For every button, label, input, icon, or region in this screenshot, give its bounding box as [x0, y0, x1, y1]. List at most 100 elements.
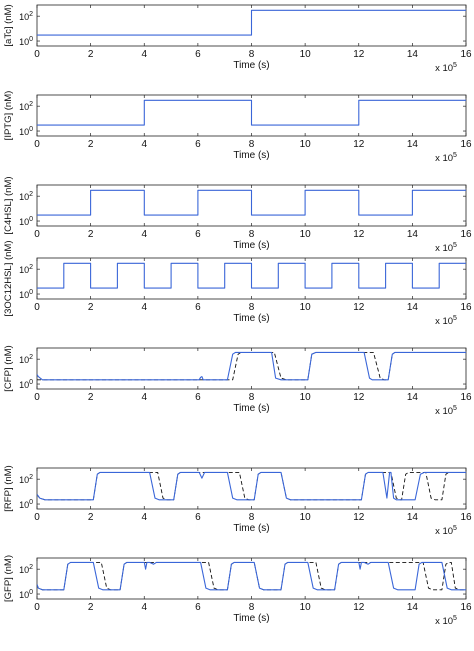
- x-tick-label: 2: [88, 229, 94, 240]
- x-tick-label: 10: [300, 602, 312, 613]
- x-multiplier-label: x 105: [435, 242, 457, 254]
- x-tick-label: 10: [300, 139, 312, 150]
- x-tick-label: 16: [460, 49, 472, 60]
- x-tick-label: 12: [353, 302, 365, 313]
- y-tick-label: 100: [19, 589, 33, 600]
- x-tick-label: 14: [407, 302, 419, 313]
- x-tick-label: 16: [460, 302, 472, 313]
- x-tick-label: 0: [34, 139, 40, 150]
- x-tick-label: 10: [300, 302, 312, 313]
- y-axis-label: [GFP] (nM): [3, 555, 14, 602]
- y-tick-label: 100: [19, 36, 33, 47]
- x-tick-label: 6: [195, 392, 201, 403]
- y-axis-label: [3OC12HSL] (nM): [3, 240, 14, 316]
- x-tick-label: 4: [141, 602, 147, 613]
- x-tick-label: 16: [460, 392, 472, 403]
- x-tick-label: 14: [407, 49, 419, 60]
- series-line-solid: [37, 189, 466, 216]
- panel-6: 0 2 4 6 8 10 12 14 16 100 102 [RFP] (nM) Time (s) x 1…: [3, 465, 472, 537]
- x-tick-label: 6: [195, 302, 201, 313]
- y-tick-label: 100: [19, 216, 33, 227]
- x-tick-label: 12: [353, 229, 365, 240]
- x-tick-label: 14: [407, 229, 419, 240]
- x-multiplier-label: x 105: [435, 615, 457, 627]
- x-tick-label: 0: [34, 302, 40, 313]
- x-tick-label: 2: [88, 49, 94, 60]
- y-tick-label: 102: [19, 191, 33, 202]
- x-multiplier-label: x 105: [435, 525, 457, 537]
- x-tick-label: 14: [407, 602, 419, 613]
- x-tick-label: 2: [88, 392, 94, 403]
- x-tick-label: 2: [88, 302, 94, 313]
- x-tick-label: 10: [300, 229, 312, 240]
- x-tick-label: 6: [195, 49, 201, 60]
- x-axis-label: Time (s): [233, 613, 269, 624]
- x-tick-label: 14: [407, 392, 419, 403]
- x-tick-label: 4: [141, 139, 147, 150]
- panel-3: 0 2 4 6 8 10 12 14 16 100 102 [C4HSL] (nM) Time (s) x…: [3, 176, 472, 254]
- y-axis-label: [C4HSL] (nM): [3, 176, 14, 234]
- x-tick-label: 0: [34, 229, 40, 240]
- panel-1: 0 2 4 6 8 10 12 14 16 100 102 [aTc] (nM) Time (s) x 1…: [3, 4, 472, 74]
- panel-7: 0 2 4 6 8 10 12 14 16 100 102 [GFP] (nM) Time (s) x 1…: [3, 555, 472, 627]
- x-tick-label: 8: [249, 302, 255, 313]
- x-tick-label: 12: [353, 392, 365, 403]
- x-tick-label: 12: [353, 602, 365, 613]
- x-tick-label: 12: [353, 139, 365, 150]
- x-tick-label: 4: [141, 302, 147, 313]
- y-axis-label: [RFP] (nM): [3, 465, 14, 511]
- x-tick-label: 12: [353, 49, 365, 60]
- y-tick-label: 102: [19, 264, 33, 275]
- series-line-solid: [37, 262, 466, 289]
- y-tick-label: 102: [19, 354, 33, 365]
- x-multiplier-label: x 105: [435, 315, 457, 327]
- y-tick-label: 102: [19, 11, 33, 22]
- panel-5: 0 2 4 6 8 10 12 14 16 100 102 [CFP] (nM) Time (s) x 1…: [3, 345, 472, 417]
- x-tick-label: 10: [300, 512, 312, 523]
- x-tick-label: 10: [300, 392, 312, 403]
- x-tick-label: 6: [195, 512, 201, 523]
- x-tick-label: 10: [300, 49, 312, 60]
- x-tick-label: 2: [88, 139, 94, 150]
- x-multiplier-label: x 105: [435, 62, 457, 74]
- y-axis-label: [IPTG] (nM): [3, 91, 14, 141]
- x-multiplier-label: x 105: [435, 405, 457, 417]
- x-tick-label: 0: [34, 602, 40, 613]
- series-line-solid: [37, 471, 466, 501]
- x-tick-label: 4: [141, 392, 147, 403]
- x-tick-label: 2: [88, 602, 94, 613]
- x-axis-label: Time (s): [233, 240, 269, 251]
- x-tick-label: 8: [249, 392, 255, 403]
- x-tick-label: 16: [460, 602, 472, 613]
- panel-2: 0 2 4 6 8 10 12 14 16 100 102 [IPTG] (nM) Time (s) x …: [3, 91, 472, 164]
- x-axis-label: Time (s): [233, 313, 269, 324]
- series-line-solid: [37, 9, 466, 36]
- x-tick-label: 16: [460, 229, 472, 240]
- x-axis-label: Time (s): [233, 523, 269, 534]
- y-tick-label: 102: [19, 564, 33, 575]
- x-tick-label: 4: [141, 229, 147, 240]
- x-tick-label: 2: [88, 512, 94, 523]
- y-tick-label: 102: [19, 101, 33, 112]
- series-line-solid: [37, 351, 466, 381]
- x-tick-label: 0: [34, 512, 40, 523]
- x-multiplier-label: x 105: [435, 152, 457, 164]
- x-axis-label: Time (s): [233, 150, 269, 161]
- x-tick-label: 8: [249, 229, 255, 240]
- x-tick-label: 6: [195, 602, 201, 613]
- series-line-solid: [37, 99, 466, 126]
- x-tick-label: 0: [34, 392, 40, 403]
- x-tick-label: 8: [249, 49, 255, 60]
- x-tick-label: 6: [195, 139, 201, 150]
- y-tick-label: 102: [19, 474, 33, 485]
- x-tick-label: 4: [141, 512, 147, 523]
- y-tick-label: 100: [19, 289, 33, 300]
- y-tick-label: 100: [19, 379, 33, 390]
- plot-frame: [36, 467, 467, 510]
- x-axis-label: Time (s): [233, 403, 269, 414]
- x-axis-label: Time (s): [233, 60, 269, 71]
- x-tick-label: 6: [195, 229, 201, 240]
- x-tick-label: 8: [249, 512, 255, 523]
